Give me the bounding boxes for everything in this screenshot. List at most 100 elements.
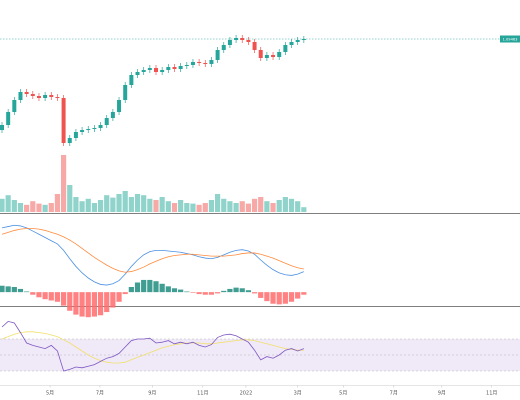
volume-bar <box>5 195 11 212</box>
candle-body <box>203 63 208 64</box>
last-price-badge <box>500 35 520 43</box>
volume-bar <box>48 203 54 212</box>
macd-histogram-bar <box>122 292 128 295</box>
volume-bar <box>295 201 301 212</box>
candle-body <box>271 55 276 57</box>
volume-bar <box>67 185 73 212</box>
candle-body <box>283 45 288 52</box>
volume-bar <box>42 204 48 212</box>
macd-histogram-bar <box>85 292 91 318</box>
candle-body <box>147 68 152 70</box>
candle-body <box>178 66 183 69</box>
volume-bar <box>141 195 147 212</box>
volume-bar <box>196 204 202 212</box>
candle-body <box>43 95 48 98</box>
candle-body <box>80 130 85 132</box>
volume-bar <box>17 203 24 212</box>
candle-body <box>104 118 109 125</box>
macd-histogram-bar <box>190 292 196 293</box>
x-tick-label: 11月 <box>486 391 497 397</box>
volume-bar <box>165 201 171 212</box>
volume-bar <box>24 204 30 212</box>
volume-bar <box>11 200 17 212</box>
macd-histogram-bar <box>128 287 134 293</box>
volume-bar <box>301 207 307 212</box>
macd-histogram-bar <box>104 292 110 313</box>
candle-body <box>30 94 35 96</box>
candle-body <box>92 128 97 129</box>
volume-bar <box>208 200 215 212</box>
volume-bar <box>282 197 288 212</box>
candle-body <box>190 62 195 65</box>
candle-body <box>36 96 41 98</box>
candle-body <box>246 40 251 42</box>
macd-histogram-bar <box>36 292 42 298</box>
candle-body <box>172 67 177 69</box>
volume-bar <box>276 200 282 212</box>
candle-body <box>86 129 91 130</box>
volume-bar <box>171 203 178 212</box>
macd-histogram-bar <box>73 292 79 315</box>
volume-bar <box>184 203 190 212</box>
candle-body <box>24 92 29 94</box>
x-tick-label: 2022 <box>240 391 253 397</box>
candle-body <box>0 125 4 130</box>
macd-histogram-bar <box>301 292 307 295</box>
candle-body <box>240 38 245 40</box>
candle-body <box>123 85 128 100</box>
candle-body <box>110 112 115 118</box>
macd-histogram-bar <box>147 279 153 293</box>
volume-bar <box>61 155 67 212</box>
macd-histogram-bar <box>208 292 215 295</box>
volume-bar <box>54 194 61 212</box>
volume-bar <box>134 194 141 212</box>
macd-histogram-bar <box>215 292 221 294</box>
candle-body <box>264 55 269 58</box>
candle-body <box>129 75 134 85</box>
candle-body <box>184 65 189 66</box>
macd-histogram-bar <box>178 289 184 293</box>
candle-body <box>289 42 294 45</box>
candle-body <box>73 132 78 138</box>
volume-bar <box>122 191 128 212</box>
volume-bar <box>221 198 227 212</box>
volume-bar <box>227 201 233 212</box>
candle-body <box>209 60 214 64</box>
volume-bar <box>116 194 122 212</box>
candle-body <box>258 50 263 58</box>
volume-bar <box>251 198 258 212</box>
candle-body <box>166 67 171 70</box>
candle-body <box>67 138 72 143</box>
candle-body <box>277 52 282 57</box>
macd-histogram-bar <box>171 288 178 293</box>
volume-bar <box>288 198 295 212</box>
macd-histogram-bar <box>295 292 301 299</box>
volume-bar <box>85 198 91 212</box>
macd-histogram-bar <box>239 288 245 293</box>
candle-body <box>61 98 66 143</box>
macd-histogram-bar <box>79 292 85 317</box>
volume-bar <box>202 203 208 212</box>
macd-histogram-bar <box>48 292 54 301</box>
macd-histogram-bar <box>24 291 30 293</box>
volume-bar <box>153 200 159 212</box>
x-tick-label: 9月 <box>148 391 156 397</box>
rsi-pane <box>0 320 520 372</box>
volume-bar <box>159 197 165 212</box>
volume-bar <box>36 203 42 212</box>
volume-bar <box>215 194 221 212</box>
volume-bar <box>30 201 36 212</box>
macd-histogram-bar <box>251 292 258 294</box>
macd-histogram-bar <box>202 292 208 295</box>
volume-bar <box>190 203 196 212</box>
last-price-label: 1.09463 <box>503 37 518 41</box>
macd-histogram-bar <box>245 290 251 293</box>
macd-histogram-bar <box>276 292 282 305</box>
macd-histogram-bar <box>110 292 116 308</box>
x-tick-label: 9月 <box>438 391 446 397</box>
rsi-ma-line <box>1 331 304 364</box>
candle-body <box>12 100 17 112</box>
volume-bar <box>73 197 79 212</box>
candle-body <box>49 95 54 97</box>
x-tick-label: 7月 <box>96 391 104 397</box>
